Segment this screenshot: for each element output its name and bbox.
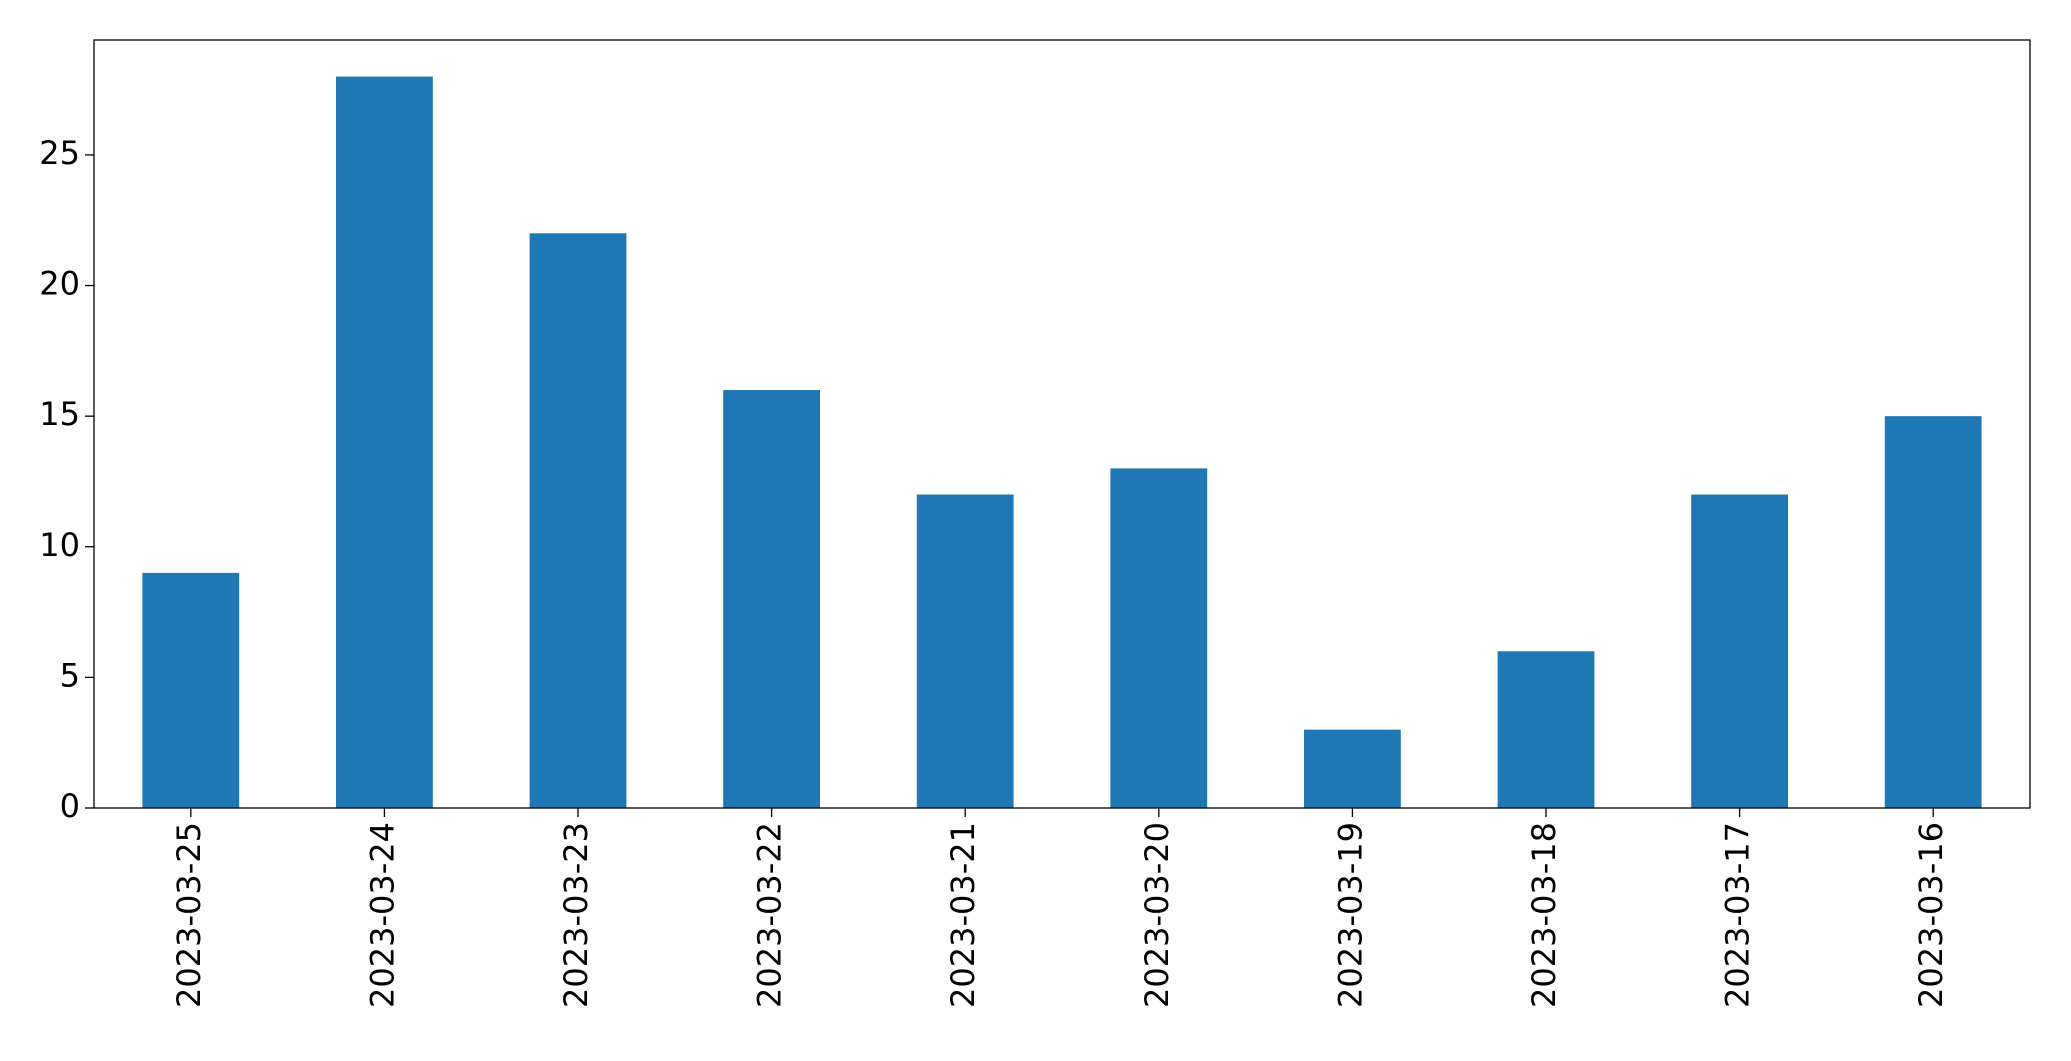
- x-tick-label: 2023-03-24: [363, 822, 401, 1008]
- x-tick-label: 2023-03-19: [1331, 822, 1369, 1008]
- plot-frame: [93, 39, 2031, 809]
- bar: [1497, 651, 1595, 808]
- bar: [336, 76, 433, 809]
- y-tick-label: 0: [60, 787, 80, 825]
- x-tick-label: 2023-03-18: [1525, 822, 1563, 1008]
- bar: [1884, 416, 1982, 808]
- y-tick-label: 15: [39, 395, 80, 433]
- y-tick-label: 20: [39, 265, 80, 303]
- x-tick-label: 2023-03-23: [557, 822, 595, 1008]
- x-tick-label: 2023-03-20: [1138, 822, 1176, 1008]
- y-tick-label: 10: [39, 526, 80, 564]
- bar: [1304, 729, 1401, 808]
- x-tick-label: 2023-03-16: [1912, 822, 1950, 1008]
- bar: [916, 494, 1014, 808]
- x-tick-label: 2023-03-21: [944, 822, 982, 1008]
- bar: [142, 572, 240, 808]
- bar: [529, 233, 627, 808]
- y-tick-label: 5: [60, 656, 80, 694]
- bar: [723, 390, 820, 808]
- x-tick-label: 2023-03-22: [751, 822, 789, 1008]
- x-tick-label: 2023-03-25: [170, 822, 208, 1008]
- x-tick-label: 2023-03-17: [1719, 822, 1757, 1008]
- bar: [1110, 468, 1208, 808]
- bar: [1691, 494, 1788, 808]
- y-tick-label: 25: [39, 134, 80, 172]
